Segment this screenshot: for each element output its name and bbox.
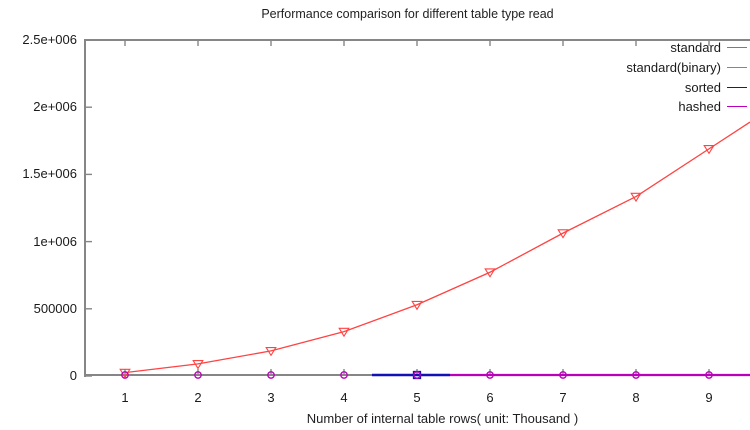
hashed-marker-circle <box>632 371 640 379</box>
standard-marker-triangle <box>192 360 204 370</box>
standard-marker-triangle <box>411 300 423 311</box>
legend-line-sample <box>727 46 747 48</box>
standard-marker-triangle <box>703 145 715 155</box>
x-tick-label: 6 <box>486 390 494 405</box>
standard-marker-triangle <box>484 268 496 278</box>
y-tick-label: 0 <box>69 368 77 383</box>
standard-marker-triangle <box>338 327 350 338</box>
hashed-marker-circle <box>486 371 494 379</box>
hashed-marker-circle <box>267 371 275 379</box>
y-tick-label: 1.5e+006 <box>22 166 77 182</box>
chart-title: Performance comparison for different tab… <box>261 7 554 21</box>
hashed-marker-circle <box>194 371 202 379</box>
legend-label: standard <box>670 39 721 55</box>
x-tick-label: 3 <box>267 390 275 405</box>
legend-line-sample <box>727 86 747 88</box>
hashed-marker-circle <box>559 371 567 379</box>
y-tick-label: 2e+006 <box>33 99 77 115</box>
x-tick-label: 1 <box>121 390 129 405</box>
series-standard-line <box>124 121 750 374</box>
hashed-marker-circle <box>413 371 421 379</box>
legend-label: standard(binary) <box>626 59 721 75</box>
x-tick-label: 4 <box>340 390 348 405</box>
hashed-marker-circle <box>340 371 348 379</box>
legend-item-standard: standard <box>670 39 747 55</box>
x-tick-label: 5 <box>413 390 421 405</box>
y-tick-label: 1e+006 <box>33 233 77 249</box>
legend-label: hashed <box>678 99 721 114</box>
y-tick-label: 500000 <box>33 300 77 316</box>
legend-item-hashed: hashed <box>678 99 747 115</box>
x-tick-label: 8 <box>632 390 640 405</box>
x-axis-title: Number of internal table rows( unit: Tho… <box>306 411 579 426</box>
y-tick-label: 2.5e+006 <box>22 32 77 47</box>
legend-item-standard-binary-: standard(binary) <box>626 59 747 75</box>
legend-label: sorted <box>684 79 721 95</box>
hashed-marker-circle <box>705 371 713 379</box>
x-tick-label: 7 <box>559 390 567 405</box>
hashed-marker-circle <box>121 371 129 379</box>
x-tick-label: 2 <box>194 390 202 405</box>
standard-marker-triangle <box>630 192 642 203</box>
legend-line-sample <box>727 66 747 68</box>
x-tick-label: 9 <box>705 390 713 405</box>
standard-marker-triangle <box>557 229 569 239</box>
standard-marker-triangle <box>265 347 277 357</box>
legend-item-sorted: sorted <box>685 79 747 95</box>
legend-line-sample <box>727 106 747 107</box>
